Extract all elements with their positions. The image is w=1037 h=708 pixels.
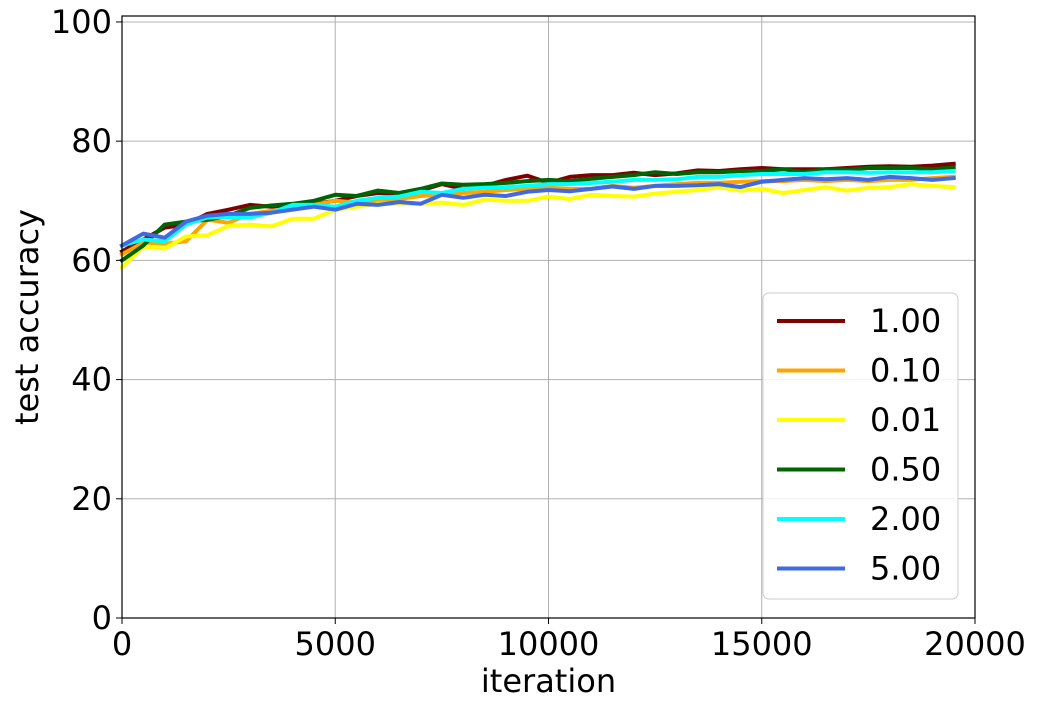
y-axis-label: test accuracy: [8, 209, 46, 425]
x-tick-label: 15000: [711, 625, 813, 663]
legend-label: 1.00: [870, 302, 941, 340]
x-tick-label: 0: [112, 625, 132, 663]
legend-label: 2.00: [870, 500, 941, 538]
series-line-5.00: [119, 174, 956, 249]
legend-label: 0.50: [870, 451, 941, 489]
y-tick-label: 40: [71, 361, 112, 399]
series-line-0.50: [119, 165, 956, 264]
x-tick-label: 5000: [295, 625, 376, 663]
y-tick-label: 0: [92, 599, 112, 637]
grid-lines: [121, 16, 976, 619]
x-tick-label: 20000: [924, 625, 1026, 663]
legend-label: 0.01: [870, 401, 941, 439]
y-tick-label: 60: [71, 241, 112, 279]
x-axis-label: iteration: [481, 662, 616, 700]
series-line-0.01: [119, 182, 956, 271]
axis-ticks: 0 5000 10000 15000 20000 0 20 40 60 80 100: [51, 3, 1026, 663]
series-lines: [119, 161, 956, 271]
y-tick-label: 100: [51, 3, 112, 41]
legend-label: 0.10: [870, 352, 941, 390]
y-tick-label: 80: [71, 122, 112, 160]
y-tick-label: 20: [71, 480, 112, 518]
x-tick-label: 10000: [498, 625, 600, 663]
legend-label: 5.00: [870, 550, 941, 588]
legend: 1.00 0.10 0.01 0.50 2.00 5.00: [762, 292, 959, 600]
